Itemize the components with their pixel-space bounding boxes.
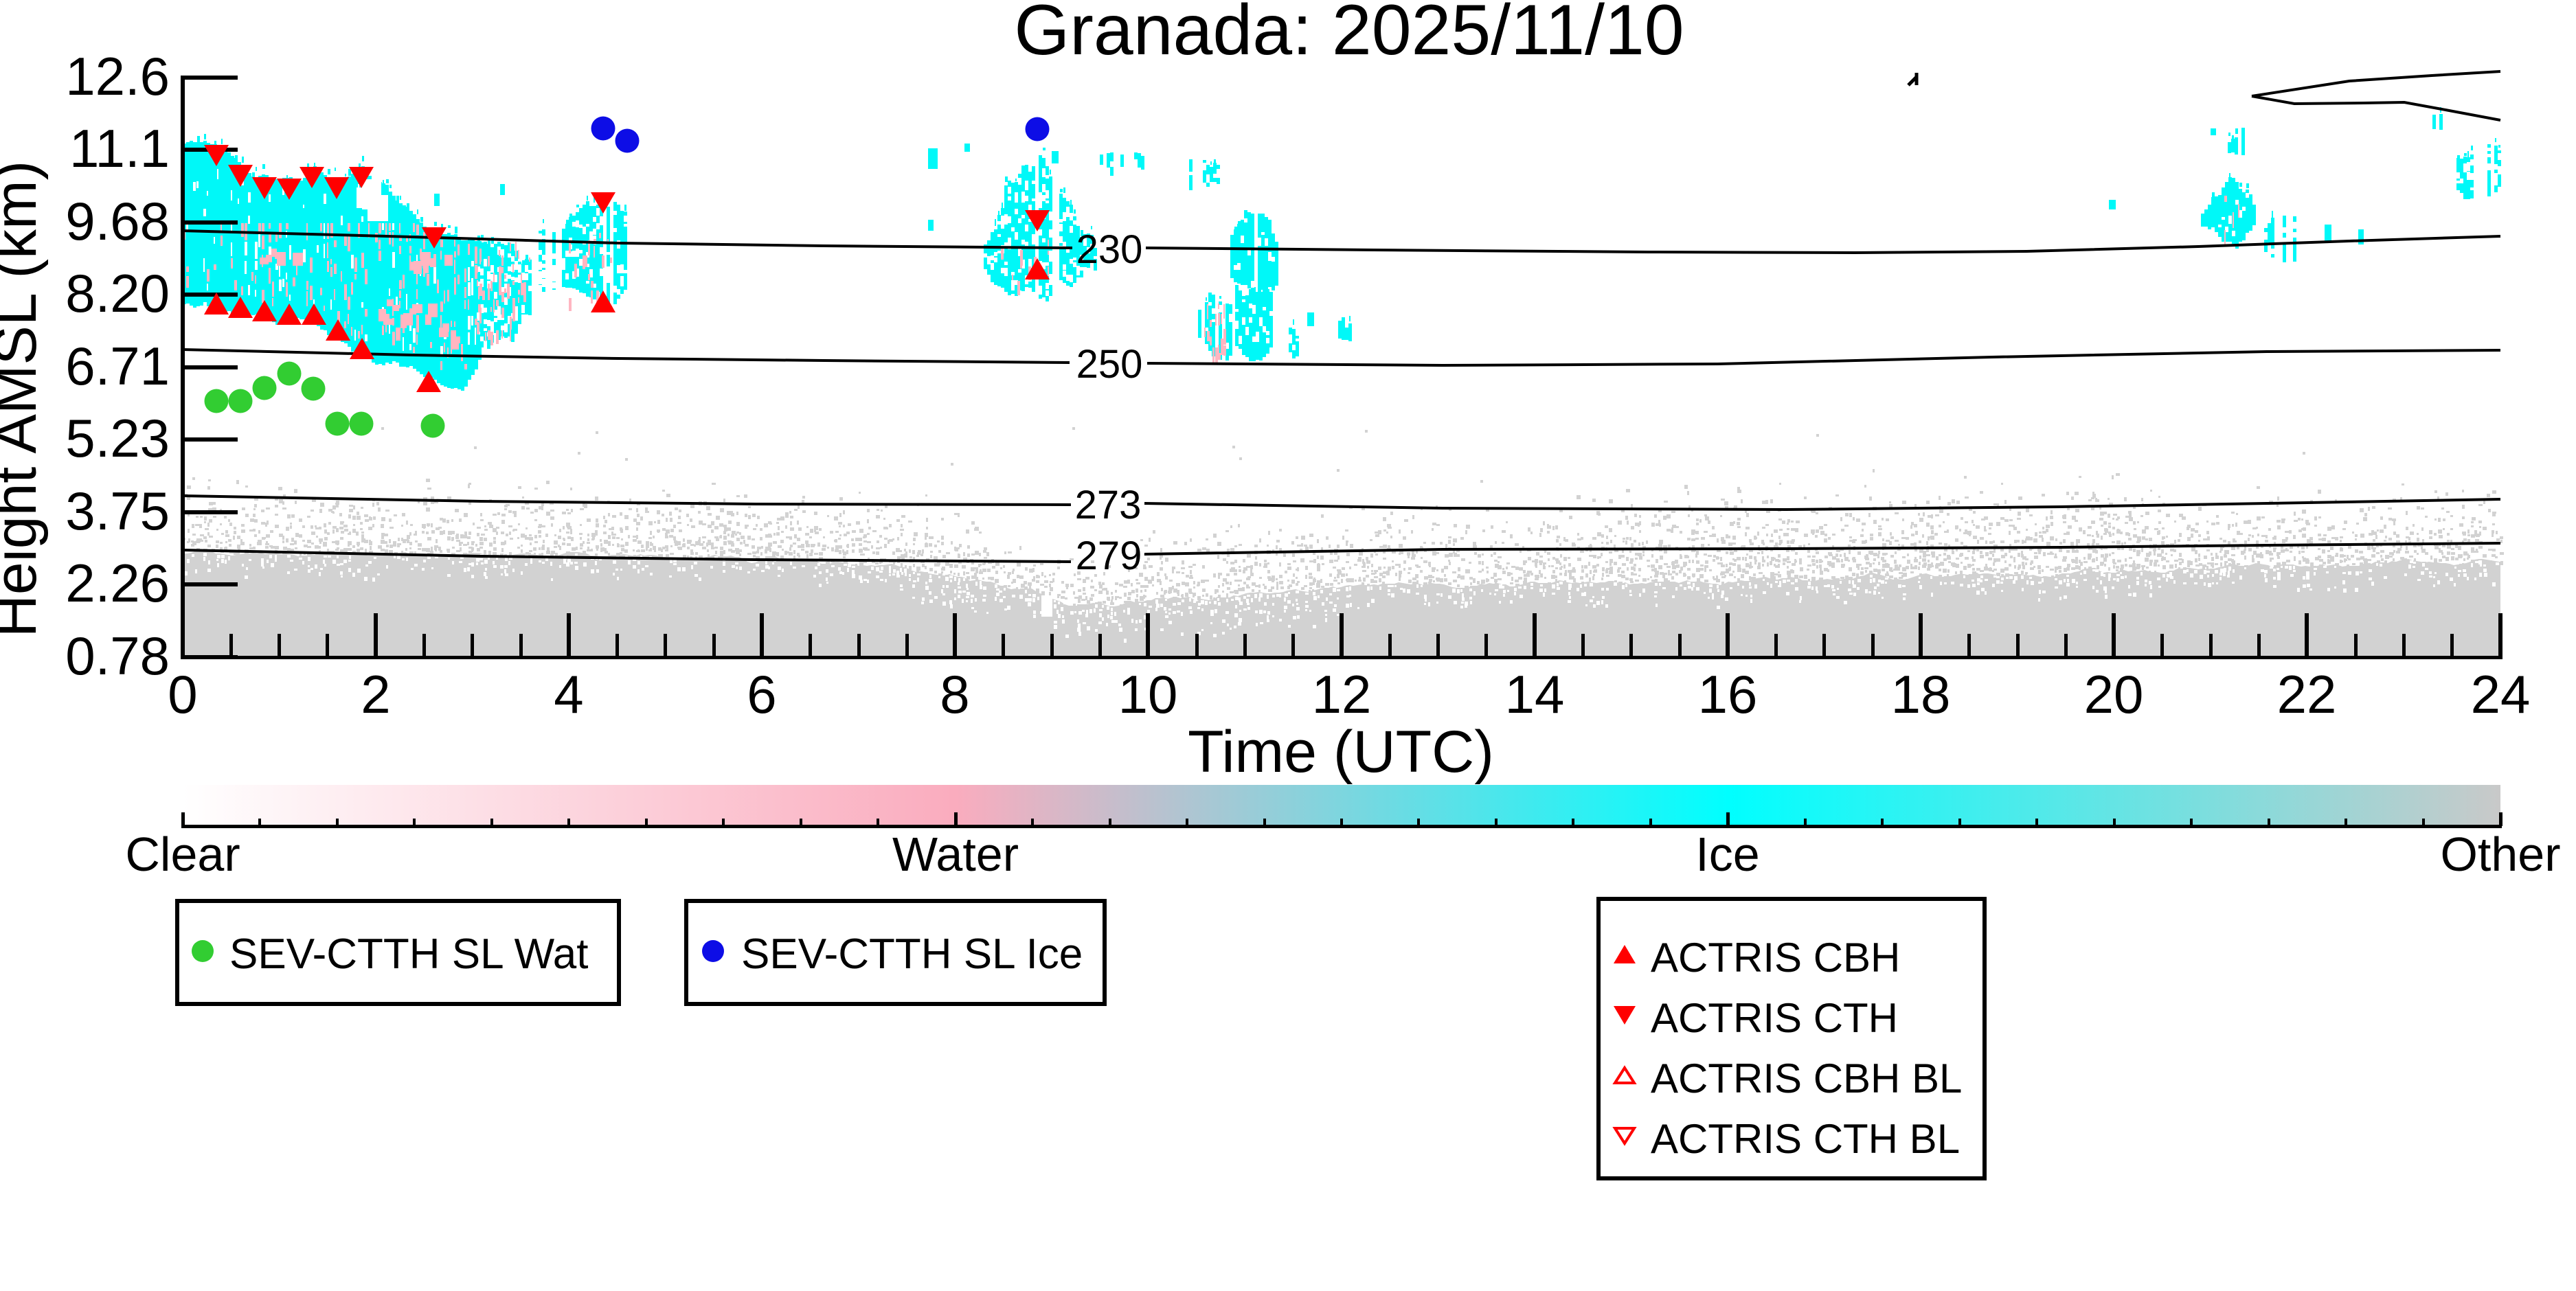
svg-text:2: 2 (361, 664, 390, 724)
svg-text:4: 4 (554, 664, 583, 724)
svg-text:Clear: Clear (125, 827, 240, 881)
svg-text:8.20: 8.20 (65, 263, 170, 323)
svg-text:Height AMSL (km): Height AMSL (km) (0, 161, 49, 638)
svg-text:9.68: 9.68 (65, 191, 170, 251)
svg-text:Water: Water (892, 827, 1019, 881)
svg-text:6.71: 6.71 (65, 336, 170, 396)
svg-text:0: 0 (168, 664, 197, 724)
svg-text:SEV-CTTH SL Wat: SEV-CTTH SL Wat (229, 930, 589, 978)
svg-text:ACTRIS CTH: ACTRIS CTH (1651, 995, 1898, 1041)
svg-text:24: 24 (2471, 664, 2531, 724)
svg-text:8: 8 (940, 664, 969, 724)
svg-text:6: 6 (747, 664, 776, 724)
svg-text:ACTRIS CBH BL: ACTRIS CBH BL (1651, 1055, 1962, 1101)
svg-text:Other: Other (2440, 827, 2560, 881)
svg-text:Granada: 2025/11/10: Granada: 2025/11/10 (1014, 0, 1684, 70)
svg-text:12: 12 (1312, 664, 1372, 724)
svg-text:12.6: 12.6 (65, 46, 170, 106)
svg-text:SEV-CTTH SL Ice: SEV-CTTH SL Ice (741, 930, 1083, 978)
svg-text:ACTRIS CTH BL: ACTRIS CTH BL (1651, 1116, 1960, 1162)
svg-text:18: 18 (1891, 664, 1951, 724)
svg-text:Ice: Ice (1695, 827, 1759, 881)
svg-text:10: 10 (1118, 664, 1178, 724)
svg-text:279: 279 (1076, 534, 1142, 578)
svg-text:273: 273 (1075, 483, 1142, 527)
svg-text:0.78: 0.78 (65, 626, 170, 686)
svg-text:Time (UTC): Time (UTC) (1188, 719, 1494, 785)
svg-text:250: 250 (1076, 342, 1143, 387)
svg-text:14: 14 (1505, 664, 1565, 724)
svg-text:230: 230 (1076, 227, 1143, 272)
svg-text:ACTRIS CBH: ACTRIS CBH (1651, 935, 1900, 981)
svg-text:2.26: 2.26 (65, 553, 170, 613)
svg-text:22: 22 (2277, 664, 2337, 724)
svg-text:16: 16 (1698, 664, 1758, 724)
svg-text:20: 20 (2084, 664, 2144, 724)
svg-text:11.1: 11.1 (69, 118, 170, 179)
svg-text:3.75: 3.75 (65, 481, 170, 541)
svg-text:5.23: 5.23 (65, 408, 170, 468)
